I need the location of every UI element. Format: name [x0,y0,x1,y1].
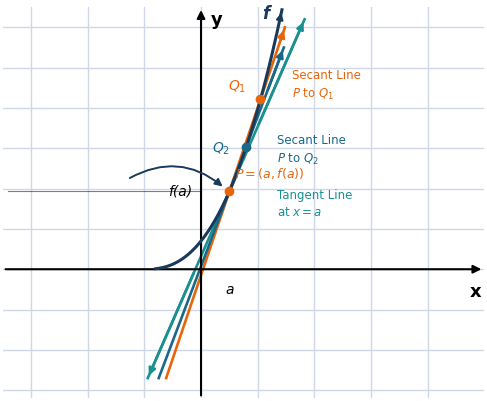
Text: $Q_2$: $Q_2$ [212,140,230,157]
Text: $P = (a, f(a))$: $P = (a, f(a))$ [235,166,304,181]
Text: x: x [470,284,481,301]
Text: Tangent Line
at $x = a$: Tangent Line at $x = a$ [278,188,353,219]
Text: f: f [262,5,269,23]
Text: $Q_1$: $Q_1$ [228,79,246,95]
Text: a: a [225,284,234,298]
Text: Secant Line
$P$ to $Q_1$: Secant Line $P$ to $Q_1$ [292,69,360,101]
Text: f(a): f(a) [169,184,192,198]
Text: y: y [211,11,223,29]
Text: Secant Line
$P$ to $Q_2$: Secant Line $P$ to $Q_2$ [278,134,346,167]
